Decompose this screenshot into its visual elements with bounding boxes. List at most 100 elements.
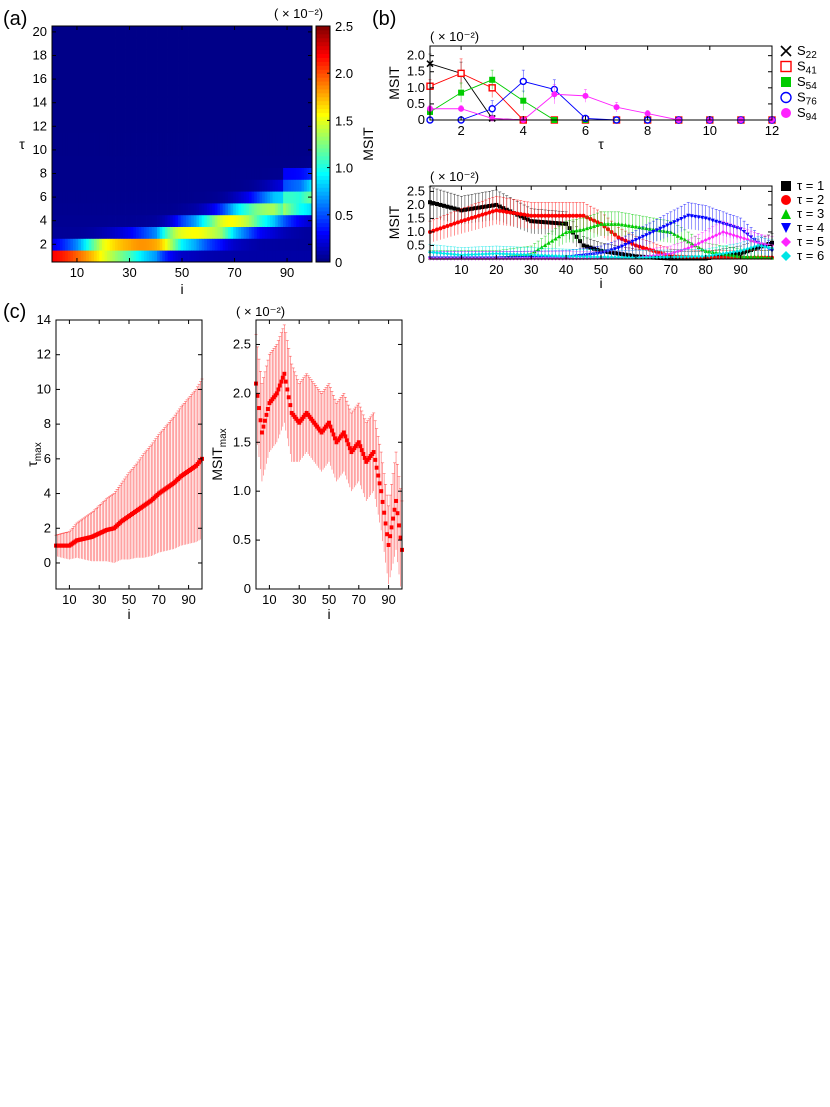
heatmap-cell — [227, 203, 231, 216]
heatmap-cell — [117, 214, 121, 227]
heatmap-cell — [86, 132, 90, 145]
heatmap-cell — [296, 49, 300, 62]
heatmap-cell — [146, 191, 150, 204]
heatmap-cell — [107, 226, 111, 239]
heatmap-cell — [94, 49, 98, 62]
heatmap-cell — [115, 132, 119, 145]
heatmap-cell — [109, 144, 113, 157]
heatmap-cell — [70, 179, 74, 192]
heatmap-cell — [220, 26, 224, 39]
heatmap-cell — [238, 191, 242, 204]
heatmap-cell — [70, 191, 74, 204]
heatmap-cell — [73, 26, 77, 39]
heatmap-cell — [267, 238, 271, 251]
heatmap-cell — [280, 226, 284, 239]
heatmap-cell — [301, 37, 305, 50]
data-point — [672, 220, 677, 225]
heatmap-cell — [222, 120, 226, 133]
heatmap-cell — [67, 120, 71, 133]
data-point — [679, 235, 684, 240]
heatmap-cell — [185, 132, 189, 145]
data-point — [359, 448, 364, 453]
heatmap-cell — [80, 73, 84, 86]
data-point — [595, 222, 600, 227]
data-point — [346, 442, 351, 447]
data-point — [731, 233, 736, 238]
heatmap-cell — [109, 226, 113, 239]
heatmap-cell — [191, 155, 195, 168]
data-point — [380, 499, 385, 504]
heatmap-cell — [298, 191, 302, 204]
heatmap-cell — [183, 120, 187, 133]
heatmap-cell — [104, 226, 108, 239]
heatmap-cell — [256, 73, 260, 86]
b-top-ytick-label: 1.5 — [407, 64, 425, 79]
heatmap-cell — [54, 179, 58, 192]
data-point — [752, 254, 757, 259]
a-ytick-label: 2 — [40, 236, 47, 251]
data-point — [274, 391, 279, 396]
heatmap-cell — [125, 49, 129, 62]
heatmap-cell — [94, 120, 98, 133]
heatmap-cell — [120, 250, 124, 263]
heatmap-cell — [175, 108, 179, 121]
heatmap-cell — [283, 238, 287, 251]
heatmap-cell — [73, 214, 77, 227]
heatmap-cell — [172, 132, 176, 145]
heatmap-cell — [246, 179, 250, 192]
heatmap-cell — [104, 26, 108, 39]
data-point — [710, 218, 715, 223]
heatmap-cell — [149, 179, 153, 192]
heatmap-cell — [298, 203, 302, 216]
heatmap-cell — [201, 49, 205, 62]
heatmap-cell — [280, 26, 284, 39]
b-bottom-xtick-label: 10 — [454, 262, 468, 277]
data-point — [483, 251, 488, 256]
heatmap-cell — [196, 132, 200, 145]
heatmap-cell — [188, 155, 192, 168]
data-point — [374, 465, 379, 470]
heatmap-cell — [251, 120, 255, 133]
data-point — [581, 243, 586, 248]
heatmap-cell — [238, 96, 242, 109]
series-b-top-5 — [427, 84, 775, 123]
data-point — [682, 247, 687, 252]
heatmap-cell — [246, 132, 250, 145]
data-point — [331, 432, 336, 437]
data-point — [511, 252, 516, 257]
heatmap-cell — [70, 167, 74, 180]
heatmap-cell — [248, 179, 252, 192]
heatmap-cell — [283, 120, 287, 133]
heatmap-cell — [230, 61, 234, 74]
heatmap-cell — [298, 120, 302, 133]
colorbar-band — [316, 69, 330, 74]
heatmap-cell — [293, 179, 297, 192]
heatmap-cell — [241, 191, 245, 204]
data-point — [539, 213, 544, 218]
heatmap-cell — [293, 85, 297, 98]
heatmap-cell — [86, 226, 90, 239]
data-point — [476, 252, 481, 257]
heatmap-cell — [248, 132, 252, 145]
heatmap-cell — [117, 167, 121, 180]
heatmap-cell — [235, 49, 239, 62]
heatmap-cell — [277, 203, 281, 216]
heatmap-cell — [220, 61, 224, 74]
colorbar-band — [316, 128, 330, 133]
heatmap-cell — [83, 179, 87, 192]
heatmap-cell — [264, 144, 268, 157]
heatmap-cell — [206, 73, 210, 86]
heatmap-cell — [259, 250, 263, 263]
heatmap-cell — [75, 191, 79, 204]
heatmap-cell — [206, 37, 210, 50]
colorbar-band — [316, 33, 330, 39]
heatmap-cell — [59, 144, 63, 157]
heatmap-cell — [75, 85, 79, 98]
heatmap-cell — [238, 144, 242, 157]
c-right-ytick-label: 0 — [244, 581, 251, 596]
heatmap-cell — [277, 167, 281, 180]
heatmap-cell — [269, 73, 274, 86]
heatmap-cell — [104, 96, 108, 109]
heatmap-cell — [104, 250, 108, 263]
heatmap-cell — [91, 238, 95, 251]
